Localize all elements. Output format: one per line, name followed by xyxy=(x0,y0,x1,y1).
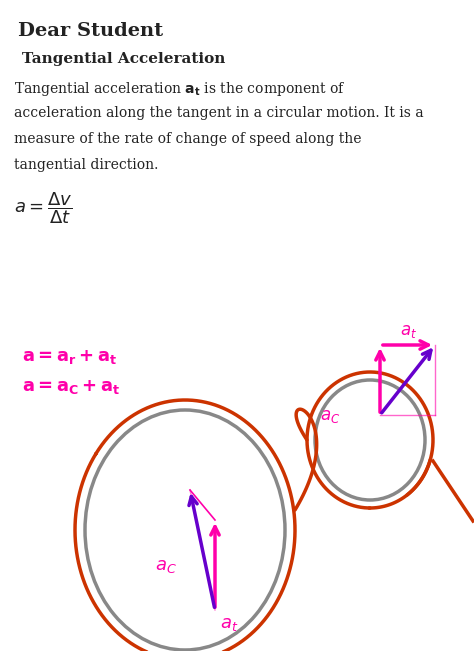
Text: measure of the rate of change of speed along the: measure of the rate of change of speed a… xyxy=(14,132,362,146)
Text: $\mathbf{a = a_C + a_t}$: $\mathbf{a = a_C + a_t}$ xyxy=(22,378,120,396)
Text: tangential direction.: tangential direction. xyxy=(14,158,158,172)
Text: $a_C$: $a_C$ xyxy=(320,407,340,425)
Text: $\mathbf{a = a_r + a_t}$: $\mathbf{a = a_r + a_t}$ xyxy=(22,348,118,366)
Text: Tangential Acceleration: Tangential Acceleration xyxy=(22,52,225,66)
Text: $a_t$: $a_t$ xyxy=(220,615,238,633)
Text: acceleration along the tangent in a circular motion. It is a: acceleration along the tangent in a circ… xyxy=(14,106,424,120)
Text: Dear Student: Dear Student xyxy=(18,22,163,40)
Text: Tangential acceleration $\mathbf{a_t}$ is the component of: Tangential acceleration $\mathbf{a_t}$ i… xyxy=(14,80,346,98)
Text: $a_t$: $a_t$ xyxy=(400,322,417,340)
Text: $a = \dfrac{\Delta v}{\Delta t}$: $a = \dfrac{\Delta v}{\Delta t}$ xyxy=(14,190,73,226)
Text: $a_C$: $a_C$ xyxy=(155,557,177,575)
